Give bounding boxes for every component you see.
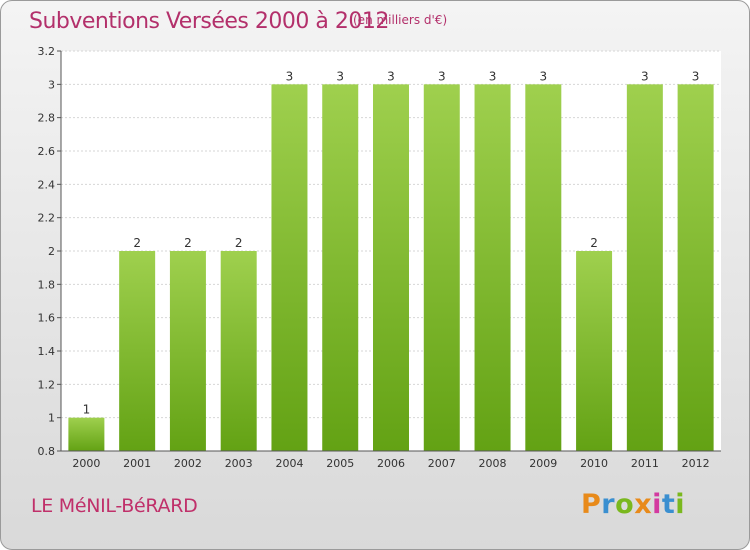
y-tick-label: 2.6 [38, 145, 56, 158]
y-tick-label: 1.4 [38, 345, 56, 358]
logo-letter: o [615, 489, 635, 520]
y-tick-label: 2.8 [38, 112, 56, 125]
bars: 1 2 2 2 3 3 3 3 3 3 2 3 3 [68, 69, 714, 451]
y-tick-label: 1 [48, 412, 55, 425]
commune-name: LE MéNIL-BéRARD [31, 495, 198, 517]
x-tick-label: 2011 [631, 457, 659, 470]
bar-2002 [169, 251, 206, 451]
logo-letter: t [661, 489, 676, 520]
bar-2007 [423, 84, 460, 451]
data-label: 2 [235, 236, 243, 250]
y-tick-label: 0.8 [38, 445, 56, 458]
bar-2009 [525, 84, 562, 451]
chart-unit: (en milliers d'€) [353, 13, 448, 27]
bar-2006 [373, 84, 409, 451]
bar-2003 [220, 251, 257, 451]
bar-2000 [68, 417, 105, 451]
data-label: 3 [438, 69, 446, 83]
x-tick-label: 2008 [479, 457, 507, 470]
y-tick-label: 1.6 [38, 312, 56, 325]
data-label: 3 [692, 69, 700, 83]
y-axis: 0.8 1 1.2 1.4 1.6 1.8 2 2.2 2.4 2.6 2.8 3 3.2 [38, 45, 62, 458]
y-tick-label: 2.2 [38, 212, 56, 225]
data-label: 3 [539, 69, 547, 83]
data-label: 2 [590, 236, 598, 250]
x-tick-label: 2004 [275, 457, 303, 470]
data-label: 3 [387, 69, 395, 83]
data-label: 1 [83, 403, 91, 417]
x-tick-label: 2003 [225, 457, 253, 470]
logo-letter: x [634, 489, 653, 520]
bar-2004 [271, 84, 308, 451]
logo-letter: i [652, 489, 662, 520]
data-label: 3 [286, 69, 294, 83]
logo-letter: P [581, 489, 602, 520]
x-tick-label: 2005 [326, 457, 354, 470]
chart-title: Subventions Versées 2000 à 2012 [29, 9, 389, 34]
logo-letter: i [675, 489, 686, 520]
y-tick-label: 1.2 [38, 378, 56, 391]
x-axis: 2000 2001 2002 2003 2004 2005 2006 2007 2008 2009… [61, 450, 721, 470]
x-tick-label: 2001 [123, 457, 151, 470]
y-tick-label: 3.2 [38, 45, 56, 58]
y-tick-label: 1.8 [38, 278, 56, 291]
x-tick-label: 2002 [174, 457, 202, 470]
x-tick-label: 2010 [580, 457, 608, 470]
data-label: 2 [184, 236, 192, 250]
data-label: 3 [336, 69, 344, 83]
x-tick-label: 2006 [377, 457, 405, 470]
x-tick-label: 2012 [682, 457, 710, 470]
bar-2010 [576, 251, 613, 451]
data-label: 3 [641, 69, 649, 83]
proxiti-logo: Proxiti [581, 489, 685, 520]
logo-letter: r [601, 489, 616, 520]
y-tick-label: 2.4 [38, 178, 56, 191]
bar-2012 [677, 84, 714, 451]
x-tick-label: 2007 [428, 457, 456, 470]
bar-2008 [474, 84, 511, 451]
y-tick-label: 2 [48, 245, 55, 258]
bar-2001 [119, 251, 156, 451]
y-tick-label: 3 [48, 78, 55, 91]
x-tick-label: 2009 [529, 457, 557, 470]
x-tick-label: 2000 [72, 457, 100, 470]
data-label: 2 [133, 236, 141, 250]
bar-2011 [626, 84, 663, 451]
data-label: 3 [489, 69, 497, 83]
bar-2005 [322, 84, 359, 451]
